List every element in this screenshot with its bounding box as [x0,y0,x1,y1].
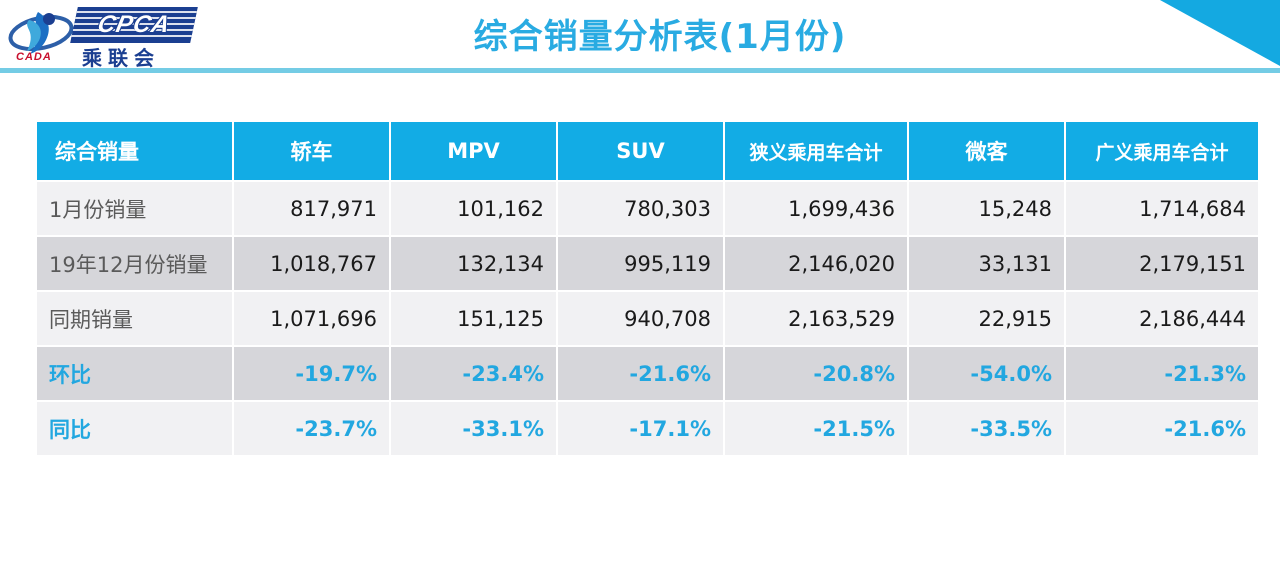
cell-value: 15,248 [909,182,1064,235]
cell-value: 151,125 [391,292,556,345]
table-row: 1月份销量 817,971 101,162 780,303 1,699,436 … [37,182,1258,235]
cell-value: -21.6% [558,347,723,400]
cada-wordmark: CADA [16,51,52,63]
row-label: 同期销量 [37,292,232,345]
column-header-narrow-passenger-total: 狭义乘用车合计 [725,122,907,180]
row-label: 环比 [37,347,232,400]
corner-triangle-decoration [1160,0,1280,66]
cell-value: -23.7% [234,402,389,455]
table-header-row-group: 综合销量 轿车 MPV SUV 狭义乘用车合计 微客 广义乘用车合计 [37,122,1258,180]
cell-value: -21.5% [725,402,907,455]
header-divider-rule [0,68,1280,73]
cell-value: 817,971 [234,182,389,235]
column-header-suv: SUV [558,122,723,180]
cell-value: 1,714,684 [1066,182,1258,235]
row-label: 同比 [37,402,232,455]
sales-table-container: 综合销量 轿车 MPV SUV 狭义乘用车合计 微客 广义乘用车合计 1月份销量… [35,120,1258,457]
cell-value: 995,119 [558,237,723,290]
cpca-wordmark: CPCA [95,11,173,38]
column-header-broad-passenger-total: 广义乘用车合计 [1066,122,1258,180]
cell-value: -33.1% [391,402,556,455]
cell-value: 780,303 [558,182,723,235]
cell-value: -54.0% [909,347,1064,400]
cell-value: -33.5% [909,402,1064,455]
cell-value: 1,018,767 [234,237,389,290]
cell-value: 33,131 [909,237,1064,290]
cell-value: 2,186,444 [1066,292,1258,345]
page-header: CADA CPCA 乘联会 综合销量分析表(1月份) [0,0,1280,68]
table-header-row: 综合销量 轿车 MPV SUV 狭义乘用车合计 微客 广义乘用车合计 [37,122,1258,180]
row-label: 19年12月份销量 [37,237,232,290]
cell-value: 2,163,529 [725,292,907,345]
cpca-logo-lockup: CADA CPCA 乘联会 [8,4,198,68]
table-row: 同比 -23.7% -33.1% -17.1% -21.5% -33.5% -2… [37,402,1258,455]
cpca-badge: CPCA [70,7,198,43]
cell-value: -20.8% [725,347,907,400]
cell-value: 2,179,151 [1066,237,1258,290]
page-title: 综合销量分析表(1月份) [473,17,847,57]
column-header-sedan: 轿车 [234,122,389,180]
cell-value: 1,699,436 [725,182,907,235]
cell-value: -21.3% [1066,347,1258,400]
cell-value: 132,134 [391,237,556,290]
comprehensive-sales-table: 综合销量 轿车 MPV SUV 狭义乘用车合计 微客 广义乘用车合计 1月份销量… [35,120,1260,457]
cell-value: -17.1% [558,402,723,455]
cell-value: -23.4% [391,347,556,400]
table-body: 1月份销量 817,971 101,162 780,303 1,699,436 … [37,182,1258,455]
column-header-mpv: MPV [391,122,556,180]
cell-value: -19.7% [234,347,389,400]
cpca-chinese-name: 乘联会 [82,46,160,68]
cell-value: 2,146,020 [725,237,907,290]
cell-value: 940,708 [558,292,723,345]
table-row: 19年12月份销量 1,018,767 132,134 995,119 2,14… [37,237,1258,290]
column-header-microvan: 微客 [909,122,1064,180]
column-header-category: 综合销量 [37,122,232,180]
cada-swirl-icon [8,12,74,54]
cell-value: 1,071,696 [234,292,389,345]
row-label: 1月份销量 [37,182,232,235]
table-row: 同期销量 1,071,696 151,125 940,708 2,163,529… [37,292,1258,345]
cell-value: 22,915 [909,292,1064,345]
cell-value: 101,162 [391,182,556,235]
table-row: 环比 -19.7% -23.4% -21.6% -20.8% -54.0% -2… [37,347,1258,400]
cell-value: -21.6% [1066,402,1258,455]
